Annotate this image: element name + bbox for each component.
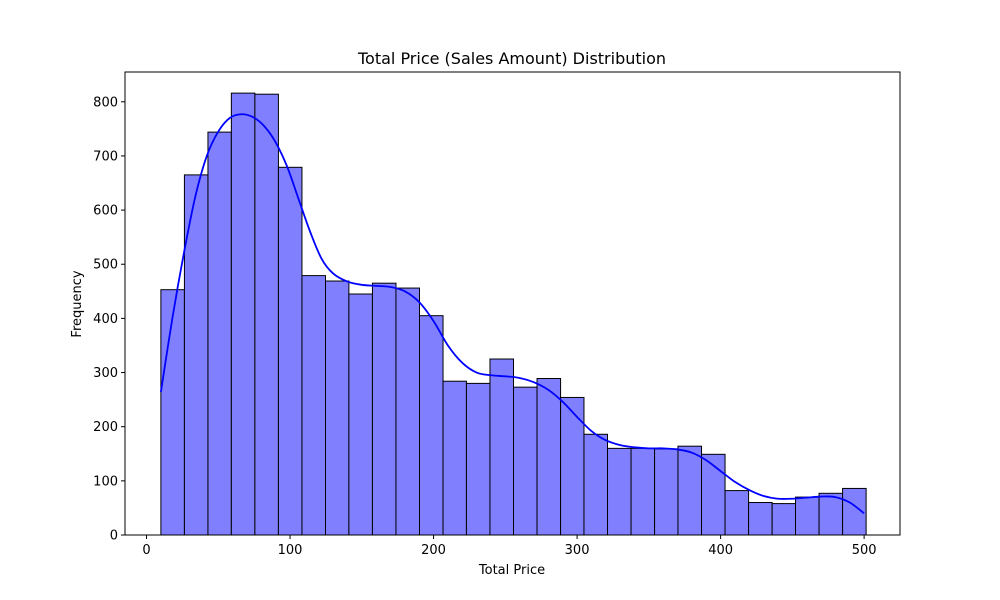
histogram-bar <box>230 92 256 536</box>
histogram-bar <box>536 378 562 536</box>
histogram-bar <box>442 380 467 536</box>
y-tick-label: 800 <box>93 95 118 110</box>
histogram-bar <box>748 502 773 536</box>
x-tick-label: 200 <box>421 543 446 558</box>
histogram-bar <box>465 382 491 536</box>
y-tick-label: 100 <box>93 474 118 489</box>
bars-layer <box>160 92 867 536</box>
histogram-bar <box>277 166 303 536</box>
y-tick-label: 700 <box>93 149 118 164</box>
y-tick-label: 600 <box>93 204 118 219</box>
histogram-bar <box>348 293 373 536</box>
histogram-bar <box>818 492 844 536</box>
histogram-bar <box>254 93 279 536</box>
histogram-bar <box>513 386 538 536</box>
plot-frame <box>124 71 901 536</box>
y-tick-label: 200 <box>93 420 118 435</box>
x-axis-label: Total Price <box>478 563 545 578</box>
histogram-bar <box>395 287 420 536</box>
x-tick-label: 0 <box>142 543 150 558</box>
histogram-bar <box>301 275 326 536</box>
histogram-bar <box>371 282 397 536</box>
chart-title: Total Price (Sales Amount) Distribution <box>357 49 666 68</box>
y-tick-label: 400 <box>93 312 118 327</box>
y-tick-label: 500 <box>93 258 118 273</box>
kde-line <box>159 113 865 515</box>
y-tick-label: 300 <box>93 366 118 381</box>
x-axis-ticks: 0 100 200 300 400 500 <box>142 535 877 558</box>
histogram-bar <box>771 503 797 536</box>
histogram-bar <box>795 496 820 536</box>
x-tick-label: 500 <box>852 543 877 558</box>
histogram-bar <box>325 280 350 536</box>
histogram-bar <box>607 447 632 536</box>
histogram-bar <box>654 448 679 536</box>
histogram-bar <box>724 490 750 536</box>
histogram-bar <box>583 433 609 536</box>
x-tick-label: 300 <box>565 543 590 558</box>
x-tick-label: 100 <box>278 543 303 558</box>
histogram-bar <box>560 396 585 536</box>
histogram-bar <box>160 289 185 536</box>
histogram-bar <box>207 131 232 536</box>
y-axis-label: Frequency <box>70 270 85 337</box>
histogram-bar <box>419 315 444 536</box>
y-tick-label: 0 <box>110 529 118 544</box>
y-axis-ticks: 0 100 200 300 400 500 600 700 800 <box>93 95 125 544</box>
histogram-bar <box>677 445 703 536</box>
x-tick-label: 400 <box>708 543 733 558</box>
histogram-bar <box>630 447 656 536</box>
histogram-bar <box>489 358 515 536</box>
